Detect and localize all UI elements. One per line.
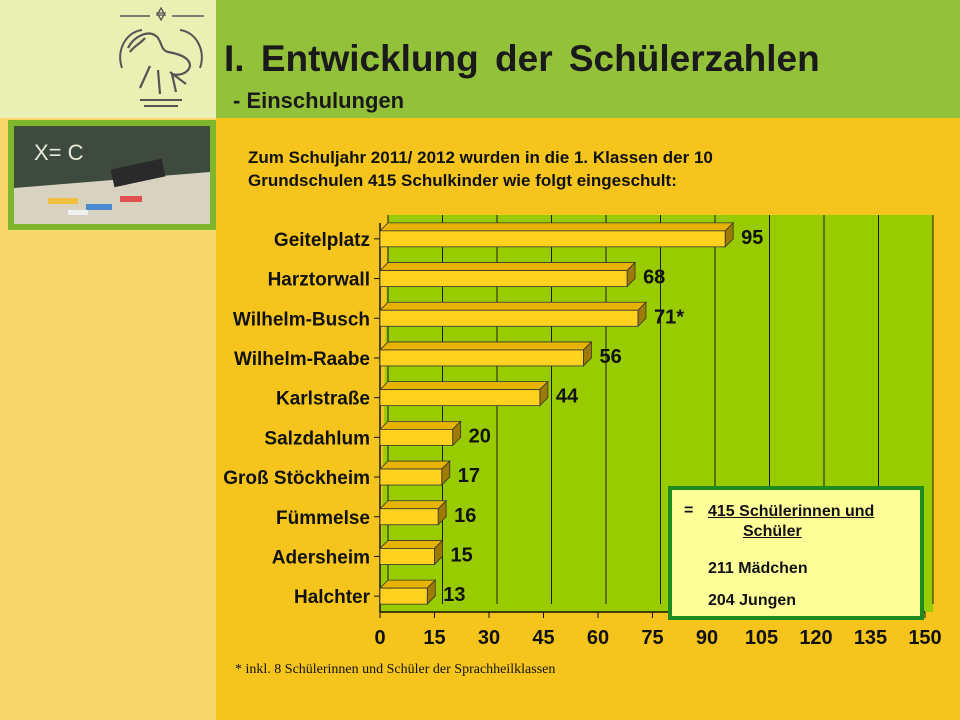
- page-subtitle: - Einschulungen: [233, 88, 405, 113]
- x-tick-label: 120: [799, 627, 832, 649]
- x-tick-label: 105: [745, 627, 778, 649]
- category-label: Fümmelse: [276, 508, 370, 529]
- page-title: I. Entwicklung der Schülerzahlen: [224, 38, 820, 79]
- category-label: Adersheim: [272, 547, 370, 568]
- girls-count: 211 Mädchen: [708, 560, 808, 577]
- equals-sign: =: [684, 502, 694, 519]
- category-label: Salzdahlum: [264, 428, 370, 449]
- logo-area: [0, 0, 216, 118]
- data-label: 44: [556, 386, 579, 408]
- x-tick-label: 135: [854, 627, 887, 649]
- boys-count: 204 Jungen: [708, 592, 797, 609]
- bar-top: [379, 262, 637, 271]
- data-label: 17: [458, 465, 480, 487]
- bar: [379, 309, 639, 327]
- header-band: [216, 0, 960, 118]
- data-label: 68: [643, 267, 665, 289]
- data-label: 95: [741, 227, 763, 249]
- x-tick-label: 75: [641, 627, 663, 649]
- bar: [379, 468, 443, 486]
- bar-top: [379, 579, 437, 589]
- classroom-photo: X= C: [8, 120, 216, 230]
- intro-line-2: Grundschulen 415 Schulkinder wie folgt e…: [248, 171, 677, 190]
- bar-top: [379, 420, 462, 430]
- bar: [379, 270, 628, 287]
- bar: [379, 508, 439, 526]
- x-tick-label: 60: [587, 627, 609, 649]
- bar: [379, 230, 726, 248]
- x-tick-label: 150: [908, 627, 941, 649]
- x-tick-label: 15: [423, 627, 445, 649]
- category-label: Geitelplatz: [274, 230, 370, 251]
- data-label: 13: [443, 584, 465, 606]
- bar: [379, 349, 584, 367]
- bar: [379, 389, 541, 407]
- intro-text: Zum Schuljahr 2011/ 2012 wurden in die 1…: [248, 146, 888, 192]
- bar-top: [379, 222, 735, 232]
- chalkboard-photo: X= C: [14, 126, 210, 224]
- svg-text:X= C: X= C: [34, 140, 84, 165]
- bar: [379, 548, 435, 565]
- total-students: 415 Schülerinnen und Schüler: [708, 502, 908, 542]
- category-label: Halchter: [294, 587, 371, 608]
- x-tick-label: 30: [478, 627, 500, 649]
- category-label: Wilhelm-Busch: [233, 309, 370, 330]
- data-label: 56: [599, 346, 621, 368]
- category-label: Harztorwall: [268, 270, 370, 291]
- summary-box: = 415 Schülerinnen und Schüler 211 Mädch…: [668, 486, 924, 620]
- bar-top: [379, 381, 549, 391]
- x-tick-label: 45: [532, 627, 554, 649]
- total-line-1: 415 Schülerinnen und: [708, 503, 875, 520]
- data-label: 15: [451, 544, 473, 566]
- data-label: 71*: [654, 306, 684, 328]
- x-tick-label: 90: [696, 627, 718, 649]
- bar-top: [379, 500, 448, 510]
- data-label: 20: [469, 425, 491, 447]
- bar: [379, 428, 454, 446]
- bar-top: [379, 460, 451, 470]
- x-tick-label: 0: [374, 627, 385, 649]
- total-line-2: Schüler: [743, 523, 802, 540]
- bar-top: [379, 540, 444, 549]
- bar-top: [379, 301, 647, 311]
- intro-line-1: Zum Schuljahr 2011/ 2012 wurden in die 1…: [248, 148, 713, 167]
- data-label: 16: [454, 505, 476, 527]
- bar-top: [379, 341, 593, 351]
- category-label: Karlstraße: [276, 389, 370, 410]
- category-label: Groß Stöckheim: [223, 468, 370, 489]
- footnote: * inkl. 8 Schülerinnen und Schüler der S…: [235, 662, 556, 677]
- horse-crest-icon: [119, 6, 204, 107]
- bar: [379, 587, 428, 605]
- category-label: Wilhelm-Raabe: [234, 349, 370, 370]
